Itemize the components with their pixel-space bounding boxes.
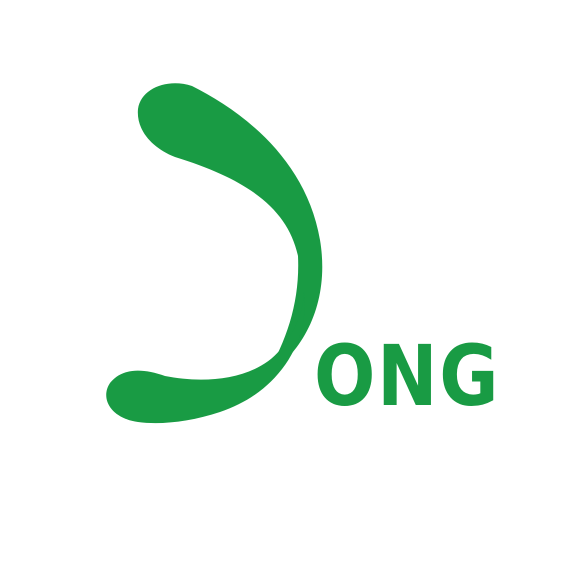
lower-swoosh <box>106 292 305 424</box>
brand-wordmark: ONG <box>314 327 501 425</box>
upper-swoosh <box>137 83 323 376</box>
